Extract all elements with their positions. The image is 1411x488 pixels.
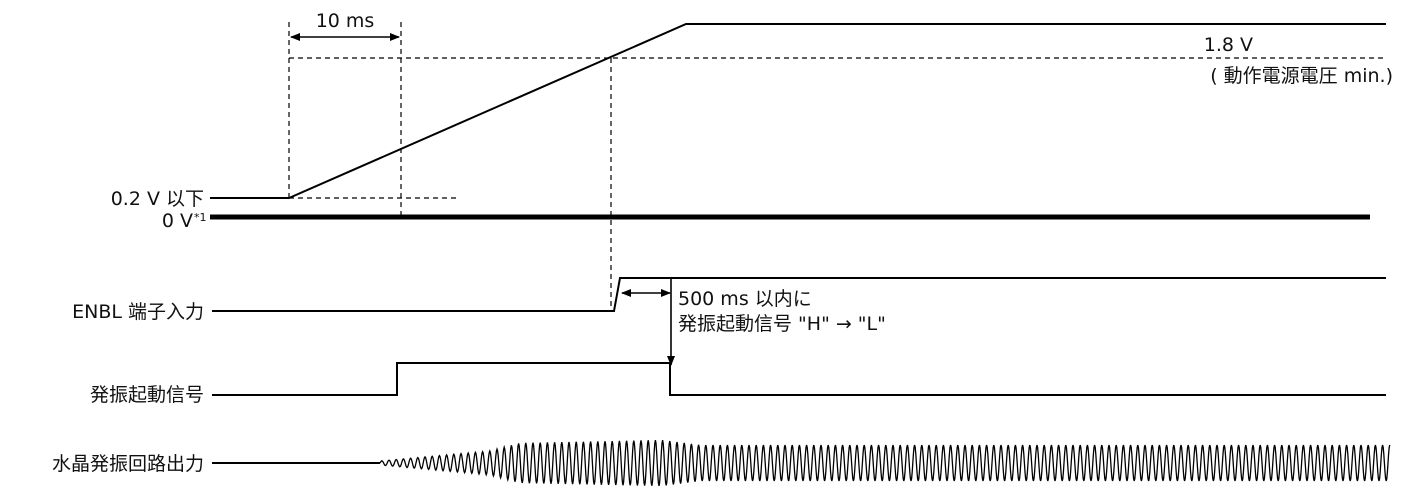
interval-10ms-dimension: 10 ms xyxy=(288,10,402,218)
voltage-min-note: ( 動作電源電圧 min.) xyxy=(1210,65,1393,87)
voltage-0v-footnote: *1 xyxy=(194,211,207,224)
crystal-oscillation-waveform xyxy=(379,439,1391,487)
osc-start-signal: 発振起動信号 xyxy=(90,362,1386,406)
osc-start-label: 発振起動信号 xyxy=(90,384,204,406)
interval-10ms-label: 10 ms xyxy=(316,10,375,32)
crystal-output-label: 水晶発振回路出力 xyxy=(52,453,204,475)
enbl-label: ENBL 端子入力 xyxy=(72,301,204,323)
enbl-delay-annotation: 500 ms 以内に 発振起動信号 "H" → "L" xyxy=(621,278,886,366)
delay-note-line2: 発振起動信号 "H" → "L" xyxy=(678,313,886,335)
supply-voltage-waveform: 1.8 V ( 動作電源電圧 min.) 0.2 V 以下 xyxy=(111,23,1393,210)
crystal-output-signal: 水晶発振回路出力 xyxy=(52,439,1391,487)
delay-note-line1: 500 ms 以内に xyxy=(678,288,812,310)
enbl-input-signal: ENBL 端子入力 xyxy=(72,277,1386,323)
voltage-1-8v-label: 1.8 V xyxy=(1204,34,1253,56)
voltage-0-2v-label: 0.2 V 以下 xyxy=(111,188,204,210)
ground-line: 0 V *1 xyxy=(162,210,1370,232)
voltage-0v-label: 0 V xyxy=(162,210,193,232)
